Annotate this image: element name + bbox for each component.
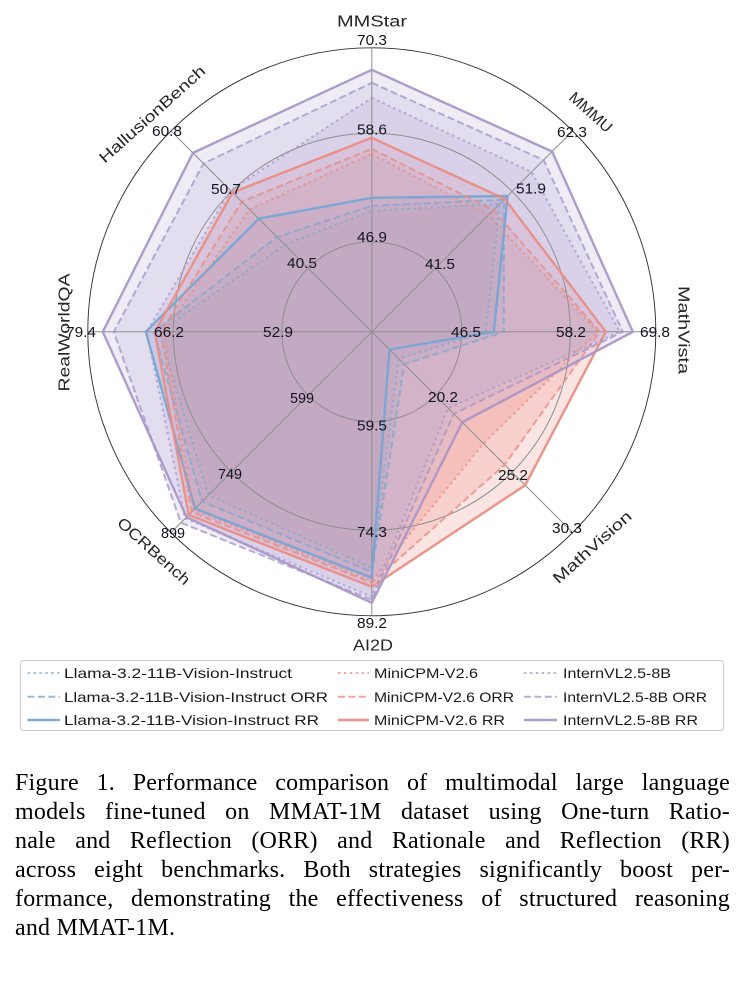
svg-text:Llama-3.2-11B-Vision-Instruct: Llama-3.2-11B-Vision-Instruct RR <box>64 712 319 728</box>
svg-text:MiniCPM-V2.6 ORR: MiniCPM-V2.6 ORR <box>374 689 514 705</box>
svg-text:25.2: 25.2 <box>498 468 528 484</box>
svg-text:Llama-3.2-11B-Vision-Instruct: Llama-3.2-11B-Vision-Instruct ORR <box>64 689 328 705</box>
svg-text:46.5: 46.5 <box>451 325 481 341</box>
svg-text:MMStar: MMStar <box>337 14 407 31</box>
svg-text:599: 599 <box>290 391 314 407</box>
svg-text:30.3: 30.3 <box>552 521 582 537</box>
svg-text:62.3: 62.3 <box>557 125 587 141</box>
svg-text:74.3: 74.3 <box>357 525 387 541</box>
svg-text:58.2: 58.2 <box>556 325 586 341</box>
svg-text:InternVL2.5-8B ORR: InternVL2.5-8B ORR <box>563 689 707 705</box>
svg-text:InternVL2.5-8B RR: InternVL2.5-8B RR <box>563 712 698 728</box>
svg-text:40.5: 40.5 <box>287 256 317 272</box>
svg-text:899: 899 <box>161 526 185 542</box>
svg-text:749: 749 <box>218 467 242 483</box>
svg-text:69.8: 69.8 <box>640 325 670 341</box>
svg-text:79.4: 79.4 <box>66 325 96 341</box>
svg-text:51.9: 51.9 <box>516 182 546 198</box>
svg-text:AI2D: AI2D <box>353 638 393 655</box>
svg-text:InternVL2.5-8B: InternVL2.5-8B <box>563 665 671 681</box>
svg-text:20.2: 20.2 <box>428 390 458 406</box>
svg-text:66.2: 66.2 <box>154 325 184 341</box>
svg-text:50.7: 50.7 <box>211 182 241 198</box>
svg-text:MathVista: MathVista <box>675 286 692 374</box>
svg-text:MiniCPM-V2.6: MiniCPM-V2.6 <box>374 665 478 681</box>
svg-text:41.5: 41.5 <box>425 257 455 273</box>
svg-text:70.3: 70.3 <box>357 33 387 49</box>
svg-text:60.8: 60.8 <box>152 124 182 140</box>
svg-text:RealWorldQA: RealWorldQA <box>57 273 74 392</box>
svg-text:89.2: 89.2 <box>357 616 387 632</box>
svg-text:MiniCPM-V2.6 RR: MiniCPM-V2.6 RR <box>374 712 505 728</box>
svg-text:59.5: 59.5 <box>357 419 387 435</box>
svg-text:46.9: 46.9 <box>357 230 387 246</box>
svg-text:Llama-3.2-11B-Vision-Instruct: Llama-3.2-11B-Vision-Instruct <box>64 665 292 681</box>
svg-text:52.9: 52.9 <box>263 325 293 341</box>
svg-text:58.6: 58.6 <box>357 123 387 139</box>
